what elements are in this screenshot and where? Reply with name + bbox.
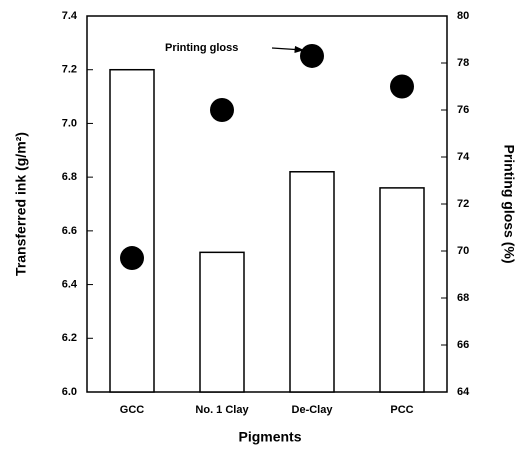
y-axis-title: Transferred ink (g/m²) bbox=[13, 132, 29, 276]
x-tick-label: No. 1 Clay bbox=[195, 404, 249, 416]
y2-tick-label: 64 bbox=[457, 386, 470, 398]
y-tick-label: 7.2 bbox=[62, 64, 77, 76]
gloss-point bbox=[300, 43, 324, 68]
y2-tick-label: 66 bbox=[457, 339, 469, 351]
x-tick-label: De-Clay bbox=[292, 404, 334, 416]
bar bbox=[199, 251, 245, 393]
annotation: Printing gloss bbox=[165, 42, 238, 54]
y-tick-label: 7.4 bbox=[62, 10, 78, 22]
y2-axis-title: Printing gloss (%) bbox=[501, 145, 517, 264]
annotation-arrow bbox=[271, 45, 305, 54]
bar bbox=[289, 171, 335, 393]
y2-tick-label: 76 bbox=[457, 104, 469, 116]
y2-tick-label: 74 bbox=[457, 151, 470, 163]
x-tick-label: GCC bbox=[120, 404, 145, 416]
x-tick-label: PCC bbox=[390, 404, 413, 416]
bar bbox=[379, 187, 425, 393]
y2-tick-label: 80 bbox=[457, 10, 469, 22]
y-tick-label: 6.0 bbox=[62, 386, 77, 398]
y2-tick-label: 68 bbox=[457, 292, 469, 304]
y-tick-label: 6.2 bbox=[62, 332, 77, 344]
y2-tick-label: 72 bbox=[457, 198, 469, 210]
y-tick-label: 7.0 bbox=[62, 117, 77, 129]
gloss-point bbox=[120, 246, 144, 271]
gloss-point bbox=[390, 74, 414, 99]
gloss-point bbox=[210, 98, 234, 122]
bar bbox=[109, 68, 155, 393]
y2-tick-label: 70 bbox=[457, 245, 469, 257]
y-tick-label: 6.8 bbox=[62, 171, 77, 183]
y-tick-label: 6.4 bbox=[62, 278, 78, 290]
x-axis-title: Pigments bbox=[238, 429, 301, 445]
y-tick-label: 6.6 bbox=[62, 225, 77, 237]
y2-tick-label: 78 bbox=[457, 57, 469, 69]
